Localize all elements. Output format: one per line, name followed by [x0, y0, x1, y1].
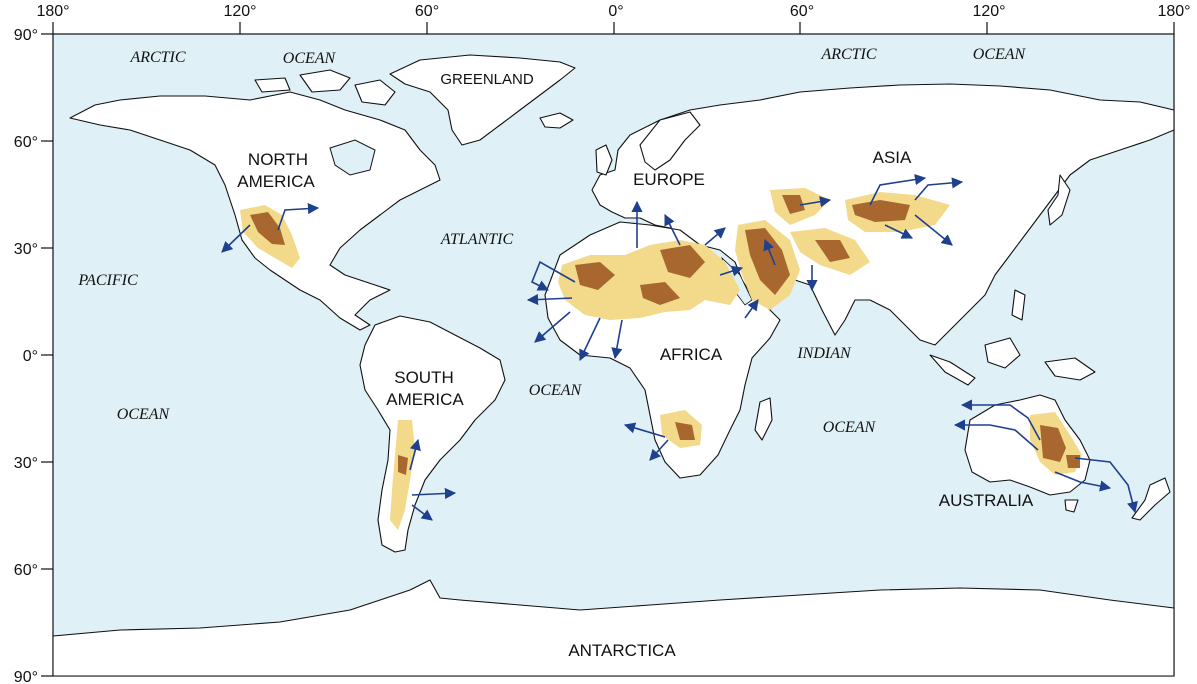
- tasmania: [1064, 499, 1079, 513]
- arctic-island: [299, 69, 351, 93]
- continent-label: GREENLAND: [440, 71, 534, 88]
- dust-arrow: [914, 214, 953, 246]
- continent-label: SOUTH: [394, 368, 454, 387]
- continent-label: ASIA: [873, 148, 912, 167]
- dust-transport-arrows: [221, 174, 1138, 521]
- dust-arrow: [744, 299, 759, 319]
- ocean-label: INDIAN: [796, 345, 852, 362]
- top-tick-label: 120°: [223, 3, 256, 20]
- top-tick-label: 180°: [36, 3, 69, 20]
- dust-arrow: [649, 439, 669, 461]
- dust-dark-region: [675, 422, 695, 440]
- continent-label: AFRICA: [660, 345, 723, 364]
- ocean-label: OCEAN: [529, 382, 583, 399]
- dust-dark-region: [1040, 425, 1066, 462]
- top-tick-label: 120°: [972, 3, 1005, 20]
- scandinavia-landmass: [639, 111, 701, 171]
- dust-arrow: [579, 317, 601, 362]
- sumatra: [929, 354, 976, 386]
- dust-dark-region: [640, 282, 680, 305]
- dust-dark-region: [250, 212, 285, 245]
- british-isles: [595, 144, 613, 176]
- dust-arrow: [530, 260, 576, 291]
- dust-arrow: [526, 293, 573, 306]
- dust-light-region: [390, 420, 415, 530]
- dust-dark-region: [398, 455, 408, 475]
- dust-arrow: [914, 177, 964, 201]
- left-tick-label: 30°: [14, 241, 38, 258]
- tick-marks: [41, 22, 1175, 677]
- philippines: [1011, 289, 1026, 321]
- antarctica-landmass: [52, 579, 1175, 677]
- borneo: [984, 337, 1021, 369]
- dust-arrow: [611, 319, 623, 360]
- dust-arrow: [411, 487, 457, 500]
- arctic-island: [354, 79, 396, 106]
- dust-arrow: [1054, 471, 1112, 492]
- left-tick-label: 90°: [14, 669, 38, 684]
- left-tick-label: 90°: [14, 27, 38, 44]
- ocean-label: ARCTIC: [820, 46, 876, 63]
- continent-label: ANTARCTICA: [568, 641, 676, 660]
- dust-arrow: [623, 422, 666, 438]
- dust-arrow: [799, 196, 832, 208]
- ocean-label: ATLANTIC: [440, 231, 514, 248]
- dust-arrow: [763, 238, 776, 266]
- dust-arrow: [409, 438, 421, 471]
- dust-dark-region: [660, 245, 705, 278]
- continent-label: AUSTRALIA: [939, 491, 1034, 510]
- ocean-label: OCEAN: [117, 406, 171, 423]
- left-tick-label: 60°: [14, 562, 38, 579]
- top-tick-label: 180°: [1157, 3, 1190, 20]
- dust-arrow: [534, 311, 571, 343]
- ocean-label: PACIFIC: [77, 272, 138, 289]
- dust-arrow: [411, 504, 433, 521]
- hudson-bay: [329, 139, 376, 176]
- dust-dark-region: [815, 240, 850, 262]
- continent-label: AMERICA: [237, 172, 315, 191]
- arctic-island: [254, 77, 291, 93]
- left-tick-label: 0°: [23, 348, 38, 365]
- top-tick-label: 60°: [790, 3, 814, 20]
- top-tick-label: 60°: [415, 3, 439, 20]
- dust-arrow: [1074, 457, 1138, 514]
- dust-dark-region: [1066, 455, 1080, 468]
- dust-arrow: [953, 419, 1039, 451]
- dust-arrow: [221, 224, 251, 253]
- dust-dark-region: [575, 262, 615, 290]
- continent-label: NORTH: [248, 150, 308, 169]
- ocean-label: OCEAN: [283, 50, 337, 67]
- greenland-landmass: [389, 54, 576, 146]
- ocean-label: OCEAN: [823, 419, 877, 436]
- left-tick-label: 60°: [14, 134, 38, 151]
- new-zealand: [1131, 477, 1171, 521]
- dust-arrow: [664, 213, 681, 246]
- dust-arrow: [704, 227, 726, 246]
- dust-arrow: [719, 265, 744, 277]
- continent-label: AMERICA: [386, 390, 464, 409]
- dust-dark-region: [852, 200, 910, 222]
- continent-label: EUROPE: [633, 170, 705, 189]
- dust-dark-region: [745, 228, 790, 295]
- top-tick-label: 0°: [608, 3, 623, 20]
- madagascar: [754, 397, 773, 441]
- dust-arrow: [960, 399, 1041, 441]
- iceland: [539, 112, 574, 129]
- japan: [1047, 174, 1071, 226]
- dust-regions: [240, 188, 1082, 530]
- dust-arrow: [277, 203, 320, 231]
- ocean-label: ARCTIC: [129, 49, 185, 66]
- new-guinea: [1044, 357, 1096, 381]
- dust-arrow: [869, 174, 927, 206]
- left-tick-label: 30°: [14, 455, 38, 472]
- ocean-label: OCEAN: [973, 46, 1027, 63]
- dust-dark-region: [782, 195, 805, 214]
- dust-arrow: [884, 224, 914, 239]
